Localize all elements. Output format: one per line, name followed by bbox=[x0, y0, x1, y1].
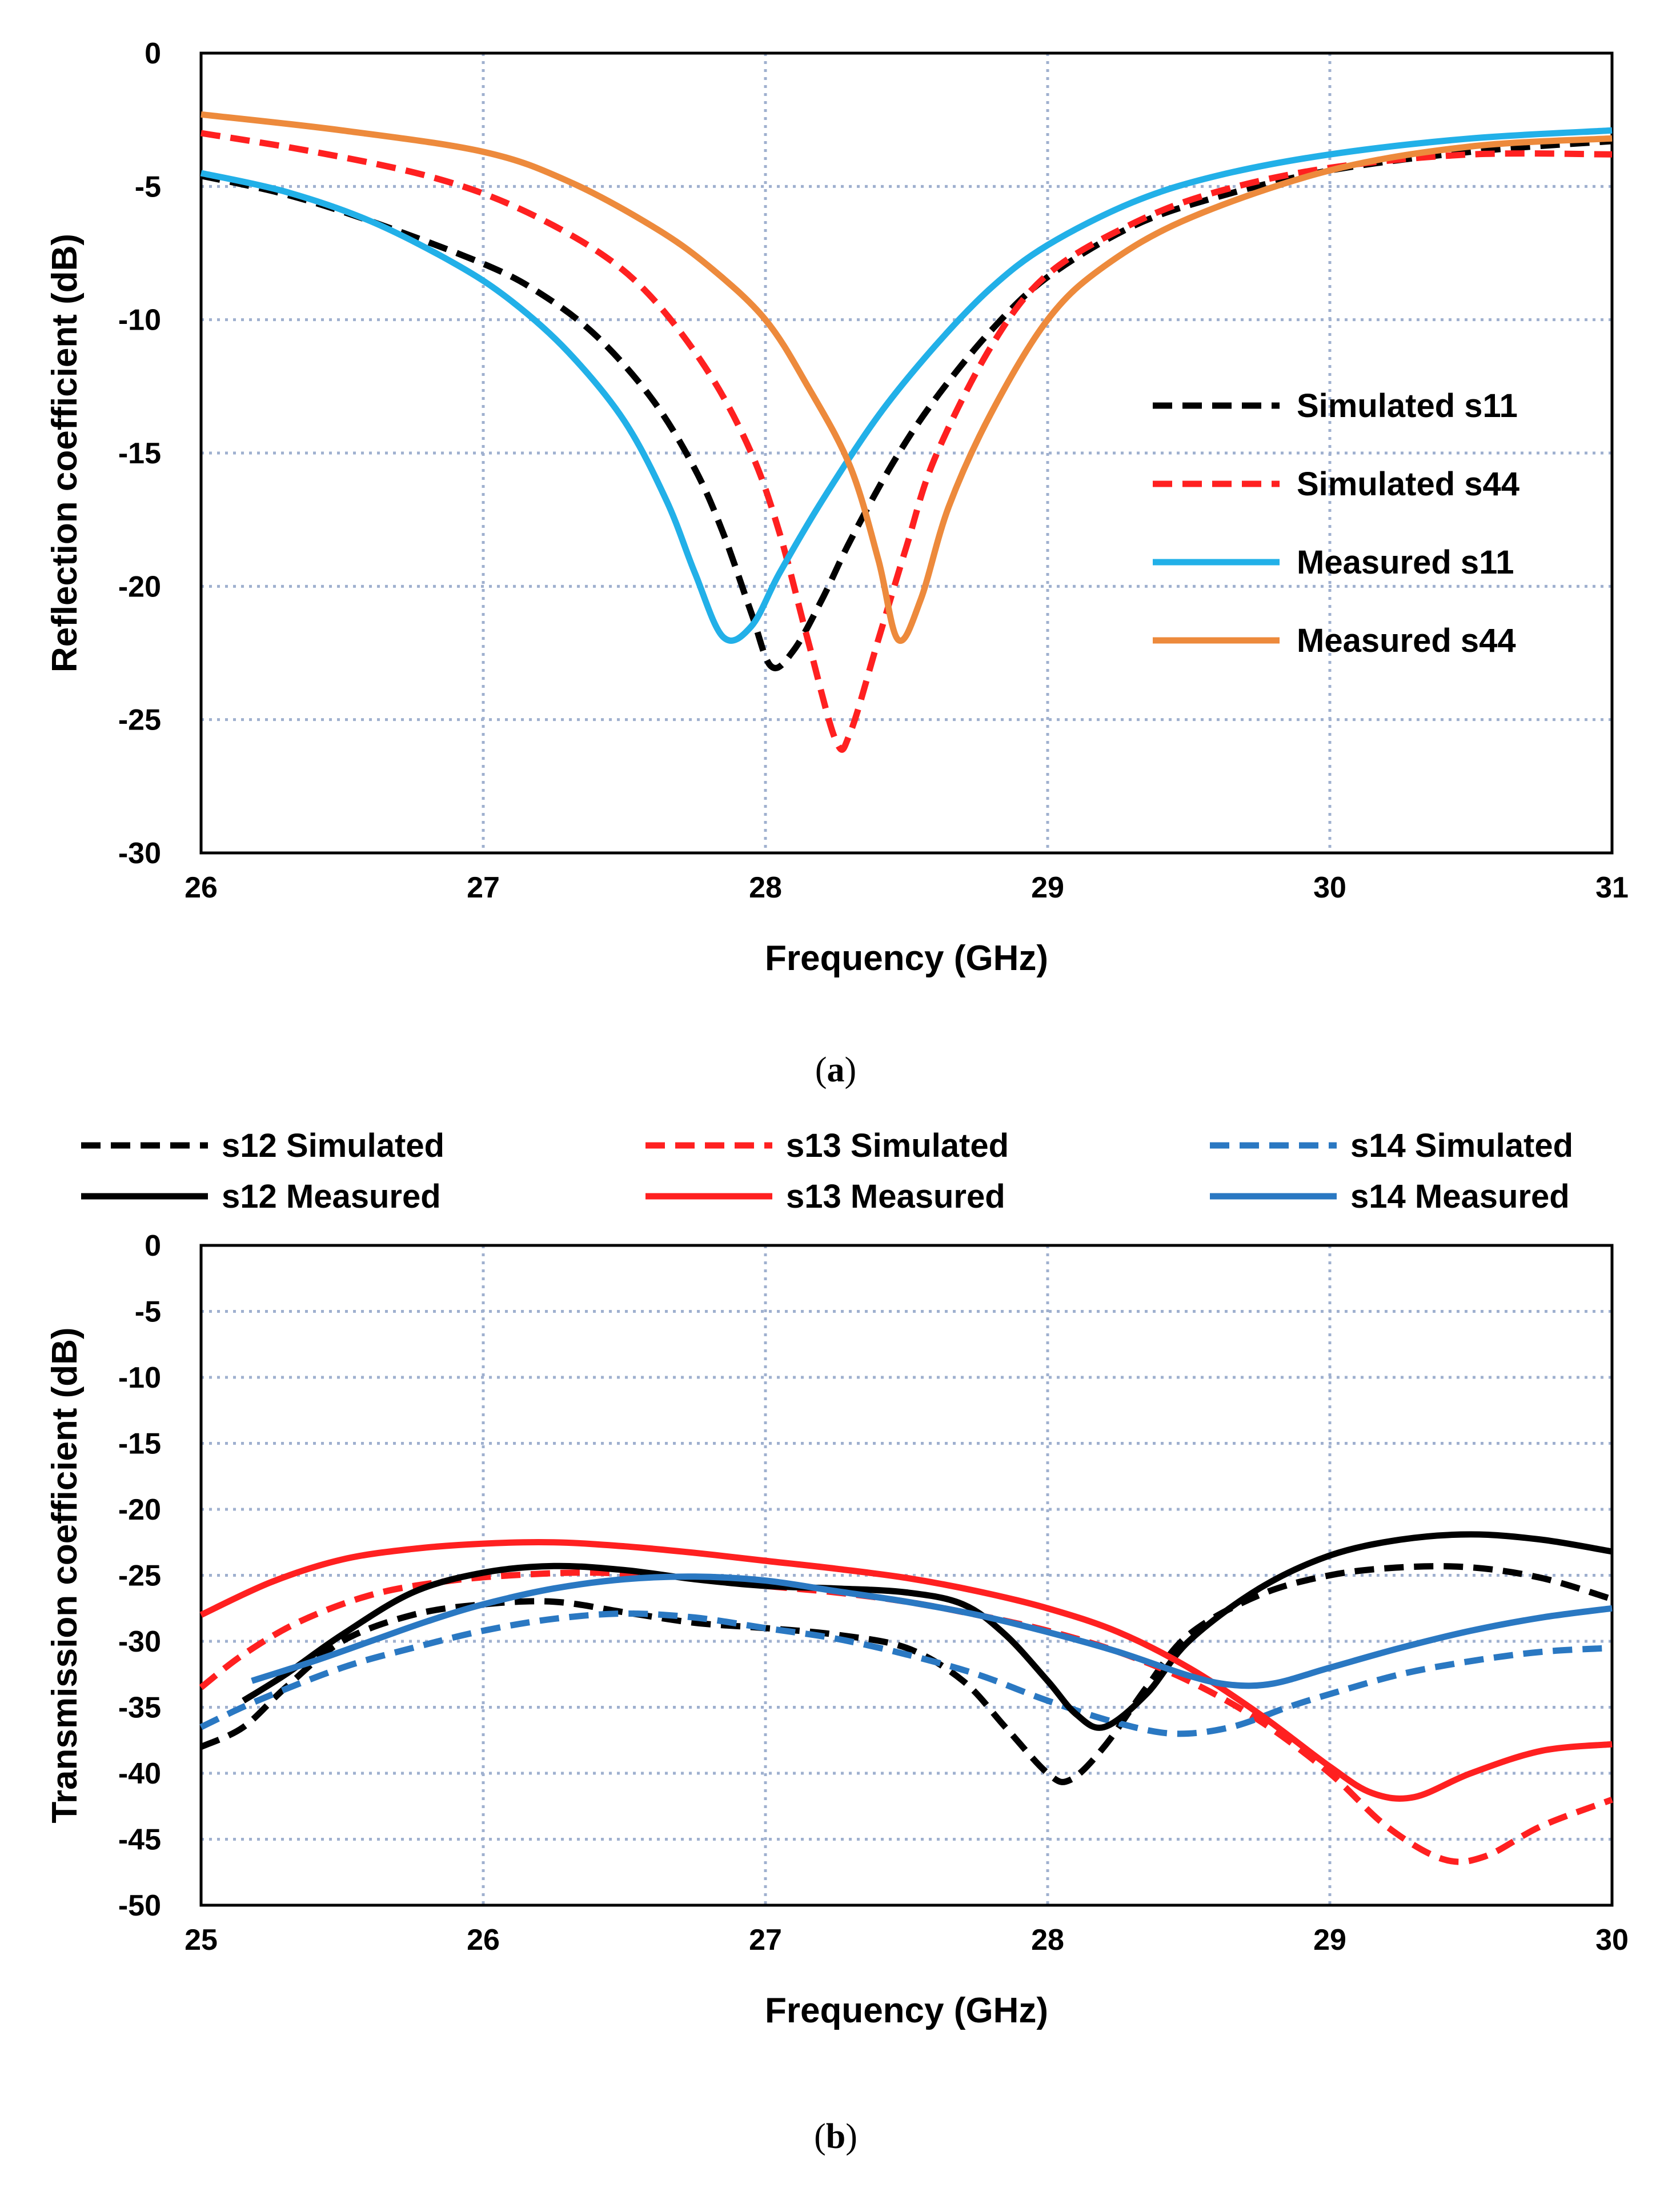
legend: s12 Simulated s13 Simulated s14 Simulated s… bbox=[81, 1127, 1573, 1215]
legend-item: Measured s11 bbox=[1153, 544, 1514, 581]
y-tick-label: -45 bbox=[118, 1824, 161, 1857]
y-tick-label: -20 bbox=[118, 570, 161, 603]
y-tick-label: -5 bbox=[135, 170, 161, 203]
chart-reflection-coefficient: 26 27 28 29 30 31 0 -5 -10 -15 -20 -25 -30 Frequency … bbox=[45, 37, 1629, 1089]
series-line-s12-measured bbox=[242, 1531, 1613, 1731]
figure-caption: (b) bbox=[814, 2117, 857, 2156]
y-axis-label: Reflection coefficient (dB) bbox=[45, 234, 85, 672]
y-tick-label: -15 bbox=[118, 437, 161, 470]
caption-open: ( bbox=[814, 2117, 826, 2156]
legend-label: Simulated s44 bbox=[1297, 466, 1519, 503]
legend-item: Simulated s44 bbox=[1153, 466, 1519, 503]
y-tick-label: -50 bbox=[118, 1889, 161, 1922]
x-axis-label: Frequency (GHz) bbox=[765, 939, 1048, 978]
legend-label: s14 Measured bbox=[1350, 1178, 1570, 1215]
y-tick-label: -10 bbox=[118, 304, 161, 337]
series-line-s12-simulated bbox=[199, 1563, 1613, 1785]
x-tick-label: 26 bbox=[185, 871, 218, 904]
caption-close: ) bbox=[845, 2117, 857, 2156]
chart-transmission-coefficient: 25 26 27 28 29 30 0 -5 -10 -15 -20 -25 -30 -35 -40 -45 -… bbox=[45, 1127, 1629, 2156]
series-line-measured-s11 bbox=[200, 127, 1613, 644]
x-tick-label: 31 bbox=[1595, 871, 1629, 904]
x-tick-label: 28 bbox=[749, 871, 782, 904]
x-tick-label: 29 bbox=[1031, 871, 1064, 904]
caption-letter: a bbox=[827, 1051, 845, 1089]
x-tick-label: 30 bbox=[1595, 1924, 1629, 1957]
series-group bbox=[200, 111, 1613, 753]
y-tick-label: -30 bbox=[118, 1625, 161, 1658]
series-line-simulated-s11 bbox=[200, 138, 1613, 671]
legend-label: s12 Measured bbox=[222, 1178, 441, 1215]
legend-label: s12 Simulated bbox=[222, 1127, 444, 1164]
legend-label: Simulated s11 bbox=[1297, 387, 1518, 424]
y-tick-label: 0 bbox=[145, 37, 161, 70]
legend-item: s14 Measured bbox=[1210, 1178, 1570, 1215]
series-line-measured-s44 bbox=[201, 111, 1613, 644]
x-tick-label: 29 bbox=[1313, 1924, 1346, 1957]
caption-letter: b bbox=[826, 2117, 845, 2156]
legend-item: s14 Simulated bbox=[1210, 1127, 1573, 1164]
legend-item: Measured s44 bbox=[1153, 622, 1516, 659]
y-tick-label: -10 bbox=[118, 1361, 161, 1394]
legend: Simulated s11 Simulated s44 Measured s11 Me… bbox=[1153, 387, 1519, 659]
y-tick-label: -5 bbox=[135, 1296, 161, 1329]
y-tick-label: -40 bbox=[118, 1757, 161, 1790]
series-group bbox=[199, 1531, 1613, 1865]
y-tick-label: -20 bbox=[118, 1493, 161, 1526]
series-line-s13-measured bbox=[199, 1539, 1613, 1802]
x-tick-label: 25 bbox=[185, 1924, 218, 1957]
legend-label: s14 Simulated bbox=[1350, 1127, 1573, 1164]
x-tick-label: 28 bbox=[1031, 1924, 1064, 1957]
x-tick-label: 30 bbox=[1313, 871, 1346, 904]
y-tick-label: -30 bbox=[118, 837, 161, 870]
caption-open: ( bbox=[815, 1051, 827, 1089]
y-tick-label: -35 bbox=[118, 1692, 161, 1725]
plot-area bbox=[199, 1244, 1614, 1907]
y-tick-label: -15 bbox=[118, 1428, 161, 1461]
legend-item: s13 Simulated bbox=[645, 1127, 1009, 1164]
y-tick-label: 0 bbox=[145, 1229, 161, 1263]
legend-item: s12 Measured bbox=[81, 1178, 441, 1215]
legend-item: Simulated s11 bbox=[1153, 387, 1518, 424]
legend-label: s13 Simulated bbox=[786, 1127, 1009, 1164]
x-tick-label: 27 bbox=[749, 1924, 782, 1957]
y-tick-label: -25 bbox=[118, 1560, 161, 1593]
legend-item: s12 Simulated bbox=[81, 1127, 444, 1164]
legend-label: Measured s44 bbox=[1297, 622, 1516, 659]
y-tick-label: -25 bbox=[118, 704, 161, 737]
x-tick-label: 26 bbox=[467, 1924, 500, 1957]
legend-label: Measured s11 bbox=[1297, 544, 1514, 581]
grid bbox=[201, 53, 1612, 853]
series-line-s14-simulated bbox=[199, 1610, 1613, 1737]
legend-label: s13 Measured bbox=[786, 1178, 1005, 1215]
y-axis-label: Transmission coefficient (dB) bbox=[45, 1327, 85, 1823]
caption-close: ) bbox=[845, 1051, 857, 1089]
series-line-s14-measured bbox=[251, 1573, 1613, 1689]
x-axis-label: Frequency (GHz) bbox=[765, 1991, 1048, 2030]
legend-item: s13 Measured bbox=[645, 1178, 1005, 1215]
figure-caption: (a) bbox=[815, 1051, 856, 1089]
x-tick-label: 27 bbox=[467, 871, 500, 904]
plot-area bbox=[199, 51, 1614, 855]
